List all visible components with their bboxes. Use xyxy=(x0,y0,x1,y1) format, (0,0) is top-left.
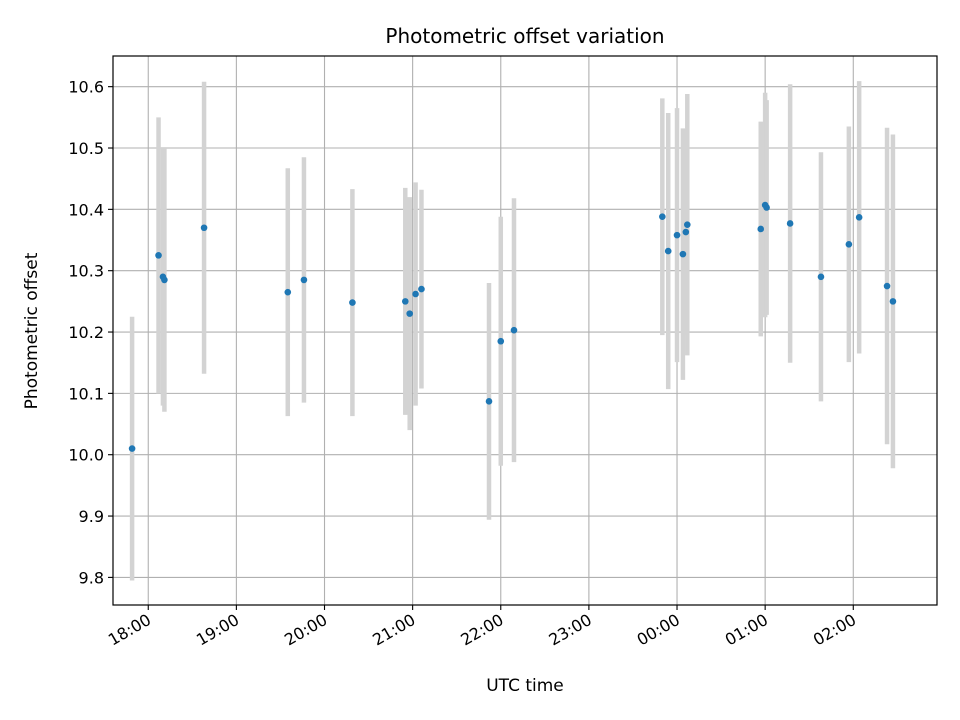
y-tick-label: 9.8 xyxy=(79,568,104,587)
data-point xyxy=(161,276,168,284)
grid xyxy=(113,56,937,605)
data-point xyxy=(786,220,794,227)
data-point xyxy=(757,225,765,233)
data-point xyxy=(485,398,493,405)
data-point xyxy=(412,290,419,298)
data-point xyxy=(673,231,681,239)
y-tick-label: 9.9 xyxy=(79,507,104,526)
chart-title: Photometric offset variation xyxy=(385,24,664,48)
data-point xyxy=(497,337,505,345)
y-tick-label: 10.2 xyxy=(68,323,104,342)
data-point xyxy=(401,298,409,305)
data-point xyxy=(763,204,770,211)
y-tick-label: 10.1 xyxy=(68,384,104,403)
data-point xyxy=(682,228,690,236)
data-point xyxy=(128,445,136,452)
data-point xyxy=(845,241,853,248)
data-point xyxy=(664,247,672,255)
y-tick-label: 10.0 xyxy=(68,446,104,465)
y-tick-label: 10.3 xyxy=(68,262,104,281)
data-point xyxy=(883,282,891,290)
data-point xyxy=(406,310,413,317)
data-point xyxy=(349,299,356,306)
data-point xyxy=(200,224,208,232)
data-point xyxy=(418,285,425,293)
y-tick-label: 10.5 xyxy=(68,139,104,158)
data-point xyxy=(510,326,518,334)
data-points xyxy=(128,201,897,452)
data-point xyxy=(659,213,666,221)
data-point xyxy=(300,276,308,284)
y-axis-title: Photometric offset xyxy=(22,252,42,409)
y-tick-label: 10.4 xyxy=(68,200,104,219)
data-point xyxy=(155,252,162,259)
data-point xyxy=(679,250,687,258)
data-point xyxy=(684,221,691,228)
data-point xyxy=(855,214,863,221)
data-point xyxy=(284,288,292,296)
plot-frame xyxy=(112,55,938,606)
data-point xyxy=(817,273,825,281)
y-tick-label: 10.6 xyxy=(68,78,104,97)
x-axis-title: UTC time xyxy=(486,676,564,696)
data-point xyxy=(889,298,897,305)
